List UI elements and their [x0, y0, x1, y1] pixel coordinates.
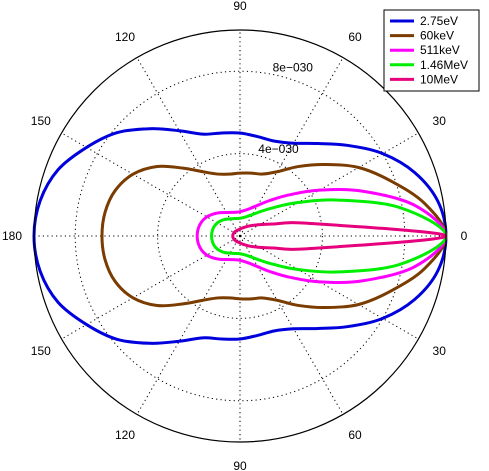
angle-tick-label-240: 120: [115, 428, 135, 442]
angle-tick-label-0: 0: [461, 229, 468, 243]
angle-tick-label-210: 150: [31, 344, 51, 358]
radial-tick-label-0: 4e−030: [258, 142, 299, 156]
angle-tick-label-180: 180: [2, 229, 22, 243]
series-line-511keV: [195, 188, 448, 284]
polar-grid: [34, 30, 446, 442]
legend-entry-10MeV: 10MeV: [420, 72, 458, 86]
angle-tick-label-60: 60: [348, 30, 362, 44]
grid-spoke-60: [239, 57, 344, 237]
legend-entry-60keV: 60keV: [420, 29, 454, 43]
angle-tick-label-270: 90: [233, 459, 247, 471]
angle-tick-label-90: 90: [233, 0, 247, 13]
grid-spoke-210: [61, 235, 241, 340]
grid-spoke-240: [136, 235, 241, 415]
legend-entry-2.75eV: 2.75eV: [420, 14, 458, 28]
angle-tick-label-30: 30: [433, 114, 447, 128]
polar-outer-circle: [33, 29, 447, 443]
grid-spoke-300: [239, 235, 344, 415]
polar-frame: [33, 29, 447, 443]
series-line-60keV: [100, 162, 448, 310]
legend-entry-1.46MeV: 1.46MeV: [420, 58, 468, 72]
series-line-10MeV: [231, 221, 448, 251]
grid-ring-0: [157, 153, 323, 319]
angle-tick-label-150: 150: [31, 114, 51, 128]
series-layer: [32, 127, 448, 345]
angle-tick-label-300: 60: [348, 428, 362, 442]
radial-tick-label-1: 8e−030: [273, 61, 314, 75]
angle-tick-label-330: 30: [433, 344, 447, 358]
grid-ring-1: [74, 70, 406, 402]
tick-labels: 0 30 60 90 120 150 180 150 120 90 60 30 4e−030 8e−030: [2, 0, 468, 471]
grid-spoke-150: [61, 132, 241, 237]
grid-spoke-30: [239, 132, 419, 237]
grid-spoke-120: [136, 57, 241, 237]
legend-entry-511keV: 511keV: [420, 43, 460, 57]
grid-spoke-330: [239, 235, 419, 340]
angle-tick-label-120: 120: [115, 30, 135, 44]
series-line-1.46MeV: [210, 198, 448, 274]
